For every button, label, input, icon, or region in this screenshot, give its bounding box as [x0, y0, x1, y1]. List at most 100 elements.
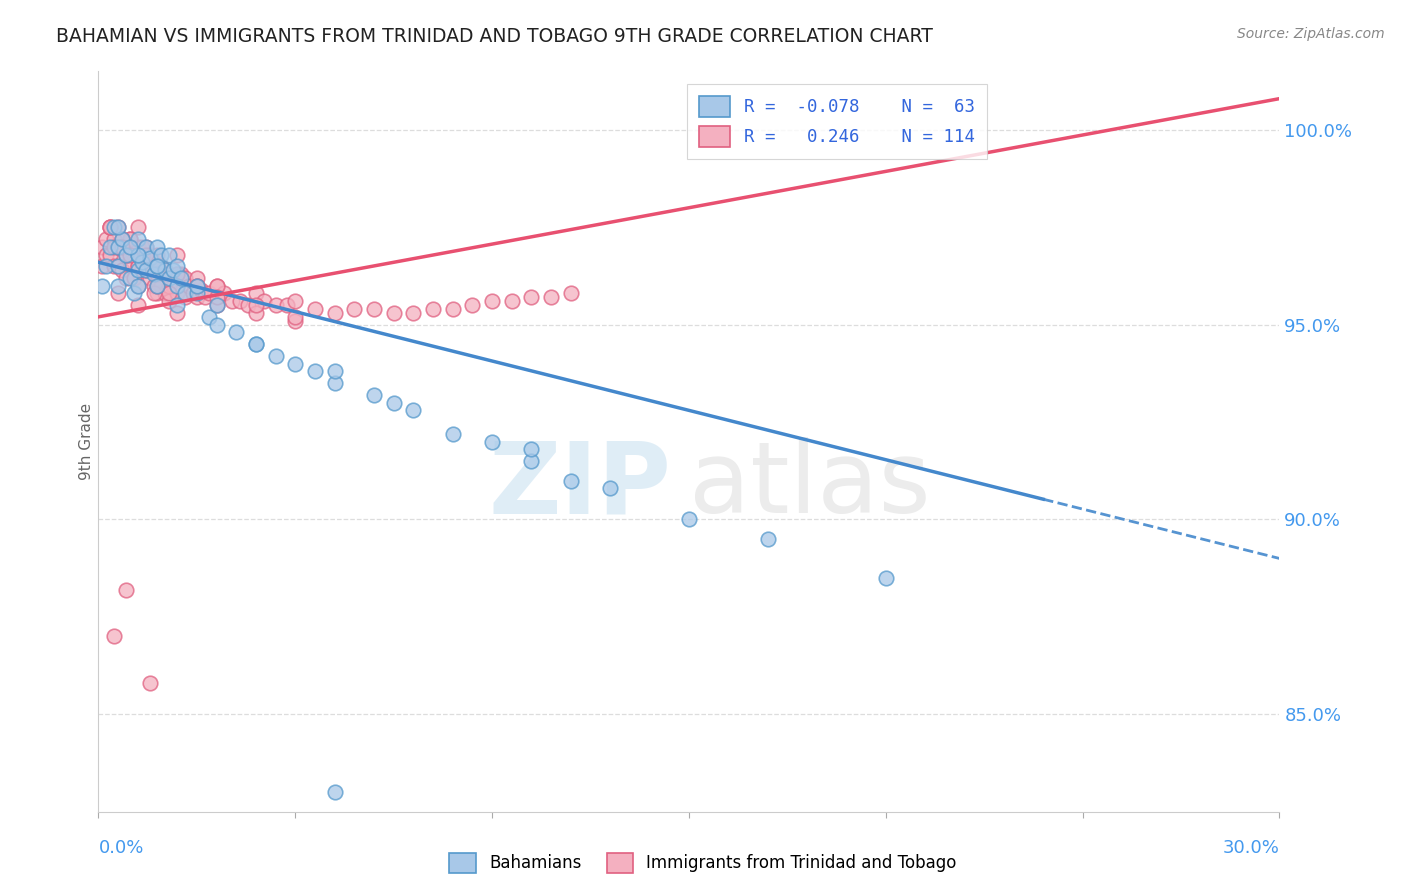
Point [118, 232, 141, 246]
Point [103, 240, 125, 254]
Point [186, 290, 208, 304]
Point [323, 306, 346, 320]
Point [166, 247, 188, 261]
Point [135, 263, 157, 277]
Point [304, 301, 326, 316]
Point [122, 271, 145, 285]
Point [127, 259, 149, 273]
Point [520, 290, 543, 304]
Point [221, 294, 243, 309]
Point [190, 283, 212, 297]
Point [107, 240, 129, 254]
Text: atlas: atlas [689, 437, 931, 534]
Point [756, 532, 779, 546]
Point [96, 232, 118, 246]
Point [111, 240, 134, 254]
Point [501, 294, 523, 309]
Point [461, 298, 484, 312]
Point [111, 240, 134, 254]
Point [98, 220, 121, 235]
Point [146, 259, 169, 273]
Point [118, 240, 141, 254]
Point [205, 298, 228, 312]
Point [166, 267, 188, 281]
Point [155, 263, 177, 277]
Text: Source: ZipAtlas.com: Source: ZipAtlas.com [1237, 27, 1385, 41]
Point [157, 271, 180, 285]
Point [96, 259, 118, 273]
Point [127, 220, 149, 235]
Point [245, 337, 267, 351]
Point [343, 301, 366, 316]
Point [229, 294, 252, 309]
Point [115, 271, 138, 285]
Point [205, 278, 228, 293]
Point [138, 271, 160, 285]
Point [111, 232, 134, 246]
Point [146, 259, 169, 273]
Point [157, 286, 180, 301]
Point [205, 290, 228, 304]
Point [146, 286, 169, 301]
Point [162, 278, 184, 293]
Point [107, 220, 129, 235]
Point [146, 267, 169, 281]
Point [127, 247, 149, 261]
Point [245, 306, 267, 320]
Point [118, 255, 141, 269]
Point [560, 474, 582, 488]
Point [276, 298, 298, 312]
Point [111, 263, 134, 277]
Point [98, 247, 121, 261]
Point [127, 240, 149, 254]
Point [107, 259, 129, 273]
Point [146, 247, 169, 261]
Point [115, 247, 138, 261]
Point [264, 349, 287, 363]
Point [146, 240, 169, 254]
Point [107, 220, 129, 235]
Point [177, 278, 200, 293]
Point [214, 286, 236, 301]
Point [96, 247, 118, 261]
Point [103, 629, 125, 643]
Point [245, 298, 267, 312]
Point [186, 271, 208, 285]
Point [115, 247, 138, 261]
Point [284, 357, 307, 371]
Point [142, 267, 165, 281]
Point [382, 395, 405, 409]
Point [181, 286, 204, 301]
Point [382, 306, 405, 320]
Point [284, 314, 307, 328]
Point [142, 255, 165, 269]
Point [118, 240, 141, 254]
Point [127, 247, 149, 261]
Point [122, 247, 145, 261]
Point [560, 286, 582, 301]
Point [155, 286, 177, 301]
Point [166, 298, 188, 312]
Point [186, 278, 208, 293]
Point [197, 310, 219, 324]
Point [205, 318, 228, 332]
Point [107, 286, 129, 301]
Point [122, 286, 145, 301]
Point [402, 306, 425, 320]
Point [402, 403, 425, 417]
Point [166, 286, 188, 301]
Point [599, 481, 621, 495]
Point [194, 290, 217, 304]
Point [157, 278, 180, 293]
Point [118, 232, 141, 246]
Point [91, 240, 114, 254]
Text: 30.0%: 30.0% [1223, 839, 1279, 857]
Point [264, 298, 287, 312]
Point [138, 247, 160, 261]
Point [138, 252, 160, 266]
Point [155, 267, 177, 281]
Legend: R =  -0.078    N =  63, R =   0.246    N = 114: R = -0.078 N = 63, R = 0.246 N = 114 [688, 84, 987, 159]
Point [166, 278, 188, 293]
Point [150, 278, 173, 293]
Text: BAHAMIAN VS IMMIGRANTS FROM TRINIDAD AND TOBAGO 9TH GRADE CORRELATION CHART: BAHAMIAN VS IMMIGRANTS FROM TRINIDAD AND… [56, 27, 934, 45]
